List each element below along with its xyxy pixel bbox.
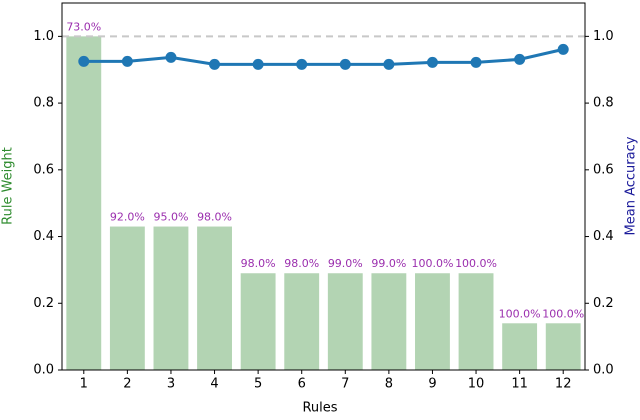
line-point	[557, 43, 569, 55]
bar	[240, 273, 276, 370]
y-tick-label: 0.4	[33, 229, 54, 244]
y2-tick-label: 0.8	[593, 96, 614, 111]
line	[83, 47, 564, 66]
y2-tick-label: 0.2	[593, 296, 614, 311]
bar-annotation: 95.0%	[153, 211, 188, 224]
bar-annotation: 100.0%	[411, 257, 453, 270]
x-tick-label: 1	[80, 377, 88, 392]
line-point	[165, 51, 177, 63]
line-point	[78, 55, 90, 67]
x-tick-label: 2	[123, 377, 131, 392]
bar-annotation: 73.0%	[66, 20, 101, 33]
bar-annotation: 100.0%	[542, 307, 584, 320]
x-tick-label: 9	[428, 377, 436, 392]
line-point	[296, 58, 308, 70]
bar	[327, 273, 363, 370]
y2-tick-label: 0.4	[593, 229, 614, 244]
x-tick-label: 7	[341, 377, 349, 392]
x-tick-label: 5	[254, 377, 262, 392]
bar	[545, 323, 581, 370]
x-tick-label: 12	[555, 377, 572, 392]
bar-annotation: 99.0%	[328, 257, 363, 270]
x-tick-label: 6	[298, 377, 306, 392]
x-tick-label: 4	[210, 377, 218, 392]
line-point	[383, 58, 395, 70]
bar-annotation: 98.0%	[197, 211, 232, 224]
y-tick-label: 0.8	[33, 96, 54, 111]
line-point	[339, 58, 351, 70]
line-point	[121, 55, 133, 67]
bar-annotation: 99.0%	[371, 257, 406, 270]
bar	[502, 323, 538, 370]
y2-axis-label: Mean Accuracy	[624, 136, 639, 235]
line-point	[209, 58, 221, 70]
y2-tick-label: 0.0	[593, 363, 614, 378]
plot-frame	[61, 2, 586, 371]
bar	[66, 36, 102, 370]
line-point	[470, 56, 482, 68]
bar	[458, 273, 494, 370]
x-tick-label: 11	[511, 377, 528, 392]
y-axis-label: Rule Weight	[1, 147, 16, 225]
y-tick-label: 1.0	[33, 29, 54, 44]
bar	[284, 273, 320, 370]
bar-annotation: 98.0%	[241, 257, 276, 270]
y-tick-label: 0.6	[33, 162, 54, 177]
line-point	[252, 58, 264, 70]
bar-annotation: 98.0%	[284, 257, 319, 270]
line-point	[514, 53, 526, 65]
bar	[153, 226, 189, 370]
x-tick-label: 10	[468, 377, 485, 392]
x-tick-label: 3	[167, 377, 175, 392]
line-point	[426, 56, 438, 68]
x-tick-label: 8	[385, 377, 393, 392]
bar-annotation: 100.0%	[455, 257, 497, 270]
bar-annotation: 92.0%	[110, 211, 145, 224]
bar	[371, 273, 407, 370]
y2-tick-label: 1.0	[593, 29, 614, 44]
bar	[197, 226, 232, 370]
y2-tick-label: 0.6	[593, 162, 614, 177]
bar-annotation: 100.0%	[499, 307, 541, 320]
bar	[415, 273, 450, 370]
y-tick-label: 0.2	[33, 296, 54, 311]
bar	[109, 226, 145, 370]
x-axis-label: Rules	[302, 401, 337, 416]
y-tick-label: 0.0	[33, 363, 54, 378]
